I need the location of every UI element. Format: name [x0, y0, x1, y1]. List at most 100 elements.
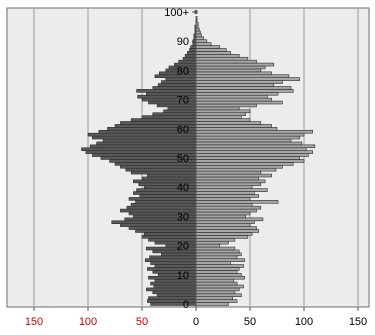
bar-left-age-84	[182, 56, 197, 61]
bar-right-age-93	[195, 30, 201, 35]
bar-right-age-52	[195, 150, 313, 154]
bar-right-age-77	[195, 77, 300, 81]
y-tick-label-8: 80	[177, 65, 189, 77]
bar-right-age-30	[195, 214, 246, 219]
bar-right-age-74	[195, 86, 292, 90]
bar-left-age-86	[187, 51, 197, 55]
bar-right-age-47	[195, 165, 283, 169]
bar-right-age-38	[195, 191, 255, 195]
bar-left-age-21	[154, 240, 197, 245]
bar-right-age-66	[195, 109, 251, 114]
bar-left-age-43	[141, 176, 197, 181]
bar-left-age-83	[178, 59, 197, 64]
bar-right-age-12	[195, 267, 240, 271]
bar-left-age-23	[141, 235, 197, 239]
bar-right-age-44	[195, 173, 272, 178]
bar-left-age-33	[126, 205, 197, 210]
bar-left-age-24	[143, 232, 197, 236]
bar-left-age-37	[139, 194, 197, 198]
bar-right-age-68	[195, 103, 257, 108]
y-tick-label-4: 40	[177, 182, 189, 194]
bar-left-age-88	[190, 45, 197, 49]
bar-right-age-81	[195, 65, 266, 70]
bar-right-age-36	[195, 197, 251, 201]
bar-right-age-24	[195, 232, 253, 236]
bar-right-age-13	[195, 264, 244, 268]
bar-right-age-86	[195, 51, 231, 55]
y-tick-label-1: 10	[177, 270, 189, 282]
bar-right-age-46	[195, 167, 277, 172]
bar-left-age-78	[154, 74, 197, 78]
bar-right-age-54	[195, 144, 316, 149]
bar-right-age-14	[195, 261, 231, 265]
bar-right-age-33	[195, 205, 262, 210]
bar-right-age-22	[195, 238, 236, 242]
bar-right-age-9	[195, 275, 245, 280]
bar-right-age-35	[195, 200, 279, 204]
bar-right-age-84	[195, 56, 249, 61]
bar-right-age-67	[195, 106, 240, 111]
bar-right-age-15	[195, 258, 245, 262]
bar-left-age-65	[152, 112, 197, 116]
bar-right-age-72	[195, 92, 279, 96]
bar-right-age-43	[195, 176, 259, 181]
bar-right-age-90	[195, 39, 208, 43]
bar-right-age-20	[195, 243, 221, 248]
bar-right-age-7	[195, 281, 238, 286]
bar-right-age-91	[195, 36, 204, 41]
bar-right-age-49	[195, 159, 305, 163]
bar-left-age-15	[144, 258, 197, 262]
bar-left-age-55	[96, 141, 197, 146]
bar-right-age-31	[195, 211, 251, 216]
bar-right-age-40	[195, 185, 253, 189]
bar-right-age-23	[195, 235, 249, 239]
bar-left-age-36	[128, 197, 197, 201]
bar-left-age-0	[150, 302, 197, 306]
bar-right-age-48	[195, 162, 294, 166]
y-tick-label-5: 50	[177, 153, 189, 165]
bar-left-age-87	[189, 48, 197, 52]
bar-left-age-76	[161, 80, 197, 84]
bar-left-age-3	[156, 293, 197, 297]
x-tick-label-5: 100	[295, 316, 313, 328]
bar-left-age-74	[152, 86, 197, 90]
bar-right-age-70	[195, 97, 272, 102]
bar-left-age-44	[147, 173, 197, 178]
bar-right-age-19	[195, 246, 236, 251]
y-tick-label-10: 100+	[164, 7, 189, 19]
y-tick-label-2: 20	[177, 241, 189, 253]
bar-right-age-16	[195, 255, 238, 260]
bar-right-age-58	[195, 132, 305, 137]
bar-right-age-56	[195, 138, 292, 143]
bar-right-age-4	[195, 290, 236, 295]
bar-left-age-11	[152, 270, 197, 274]
y-tick-label-0: 0	[183, 299, 189, 311]
bar-left-age-45	[130, 170, 197, 175]
bar-right-age-10	[195, 273, 242, 277]
bar-left-age-66	[163, 109, 197, 114]
bar-right-age-83	[195, 59, 257, 64]
bar-right-age-100	[195, 10, 198, 14]
bar-left-age-7	[150, 281, 197, 286]
bar-left-age-35	[135, 200, 197, 204]
bar-right-age-60	[195, 127, 278, 131]
bar-right-age-32	[195, 208, 257, 213]
bar-right-age-76	[195, 80, 283, 84]
bar-right-age-69	[195, 100, 283, 105]
bar-right-age-71	[195, 94, 268, 99]
x-tick-label-2: 50	[136, 316, 148, 328]
bar-right-age-59	[195, 129, 313, 134]
bar-right-age-92	[195, 33, 202, 38]
bar-right-age-80	[195, 68, 262, 73]
bar-right-age-18	[195, 249, 240, 254]
y-tick-label-9: 90	[177, 36, 189, 48]
bar-right-age-11	[195, 270, 238, 274]
bar-left-age-4	[152, 290, 197, 295]
x-tick-label-1: 100	[79, 316, 97, 328]
bar-right-age-82	[195, 62, 275, 67]
bar-right-age-53	[195, 147, 307, 151]
x-tick-label-0: 150	[25, 316, 43, 328]
bar-left-age-16	[149, 255, 197, 260]
bar-right-age-51	[195, 153, 309, 157]
